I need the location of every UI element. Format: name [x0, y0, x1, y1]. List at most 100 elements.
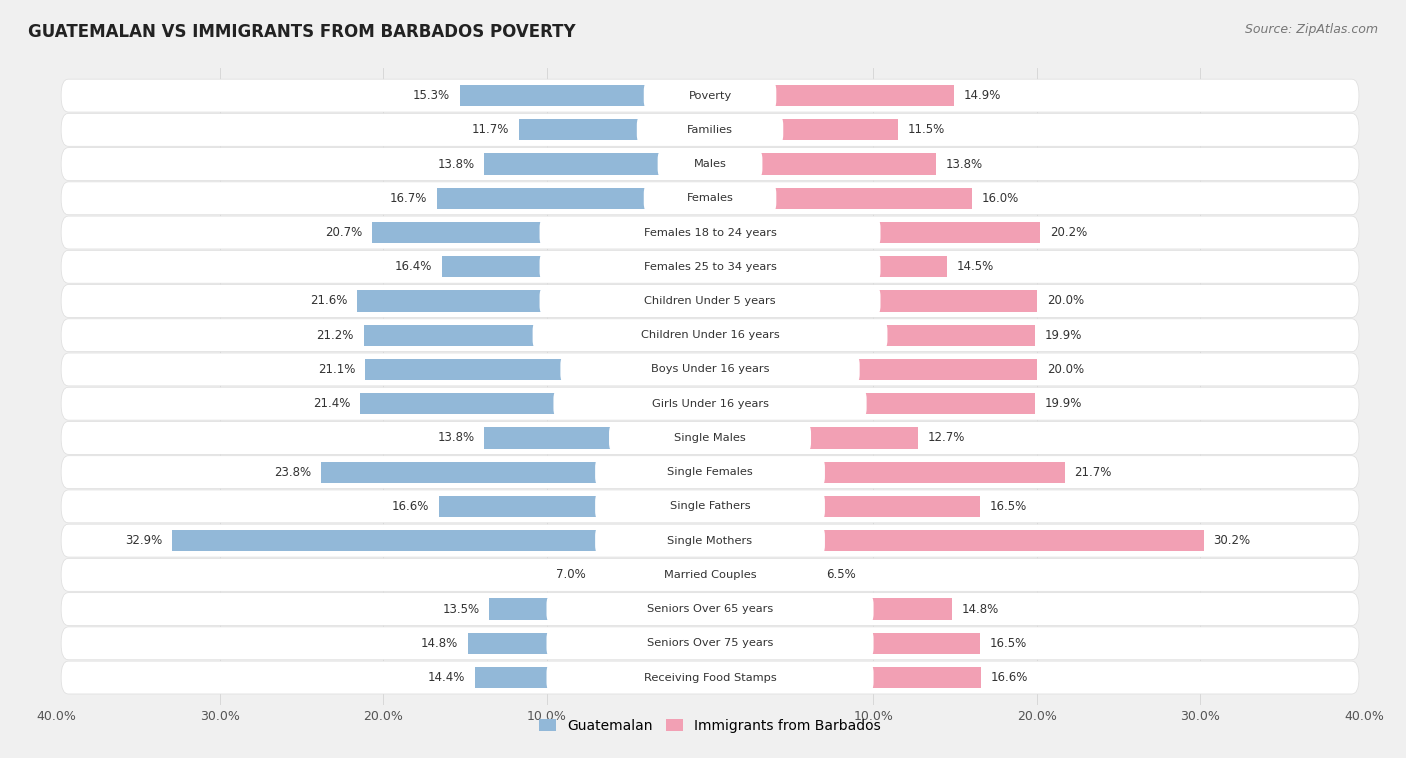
Text: 21.2%: 21.2%	[316, 329, 354, 342]
Text: Source: ZipAtlas.com: Source: ZipAtlas.com	[1244, 23, 1378, 36]
FancyBboxPatch shape	[595, 493, 825, 520]
FancyBboxPatch shape	[60, 353, 1360, 386]
Text: 21.1%: 21.1%	[318, 363, 356, 376]
Bar	[710, 359, 1038, 380]
Text: 14.4%: 14.4%	[427, 671, 465, 684]
Bar	[596, 564, 710, 585]
FancyBboxPatch shape	[637, 117, 783, 143]
Bar	[173, 530, 710, 551]
FancyBboxPatch shape	[644, 185, 776, 211]
Text: Children Under 16 years: Children Under 16 years	[641, 330, 779, 340]
Text: 19.9%: 19.9%	[1045, 329, 1083, 342]
Bar	[321, 462, 710, 483]
Bar	[519, 119, 710, 140]
FancyBboxPatch shape	[588, 562, 832, 588]
Text: Children Under 5 years: Children Under 5 years	[644, 296, 776, 306]
FancyBboxPatch shape	[60, 284, 1360, 318]
Bar	[710, 633, 980, 654]
Text: 21.4%: 21.4%	[314, 397, 350, 410]
Text: Married Couples: Married Couples	[664, 570, 756, 580]
Bar	[710, 530, 1204, 551]
Text: 16.7%: 16.7%	[389, 192, 427, 205]
Text: 20.2%: 20.2%	[1050, 226, 1087, 239]
Text: 20.7%: 20.7%	[325, 226, 361, 239]
FancyBboxPatch shape	[60, 627, 1360, 659]
Bar	[468, 633, 710, 654]
Text: 13.8%: 13.8%	[437, 158, 475, 171]
Bar	[366, 359, 710, 380]
Bar	[485, 153, 710, 174]
Text: Boys Under 16 years: Boys Under 16 years	[651, 365, 769, 374]
Bar	[710, 85, 953, 106]
Text: 16.5%: 16.5%	[990, 500, 1026, 513]
FancyBboxPatch shape	[547, 596, 873, 622]
Bar	[710, 256, 948, 277]
Text: 16.6%: 16.6%	[391, 500, 429, 513]
Bar	[475, 667, 710, 688]
FancyBboxPatch shape	[60, 114, 1360, 146]
Text: 21.7%: 21.7%	[1074, 465, 1112, 478]
Bar	[485, 428, 710, 449]
Text: Seniors Over 65 years: Seniors Over 65 years	[647, 604, 773, 614]
Text: 6.5%: 6.5%	[827, 568, 856, 581]
FancyBboxPatch shape	[60, 182, 1360, 215]
Text: 15.3%: 15.3%	[413, 89, 450, 102]
Text: 20.0%: 20.0%	[1046, 363, 1084, 376]
Bar	[710, 564, 817, 585]
Bar	[460, 85, 710, 106]
Text: 21.6%: 21.6%	[309, 295, 347, 308]
Text: 20.0%: 20.0%	[1046, 295, 1084, 308]
Text: Receiving Food Stamps: Receiving Food Stamps	[644, 672, 776, 682]
Text: Females 18 to 24 years: Females 18 to 24 years	[644, 227, 776, 237]
Bar	[437, 188, 710, 209]
Bar	[710, 188, 972, 209]
Bar	[441, 256, 710, 277]
FancyBboxPatch shape	[540, 253, 880, 280]
Text: Males: Males	[693, 159, 727, 169]
Text: 13.8%: 13.8%	[437, 431, 475, 444]
Text: Females: Females	[686, 193, 734, 203]
Text: Single Mothers: Single Mothers	[668, 536, 752, 546]
Text: Single Fathers: Single Fathers	[669, 501, 751, 512]
Bar	[360, 393, 710, 415]
Text: Poverty: Poverty	[689, 91, 731, 101]
Text: Families: Families	[688, 125, 733, 135]
FancyBboxPatch shape	[60, 490, 1360, 523]
Bar	[710, 393, 1035, 415]
Bar	[710, 119, 898, 140]
Text: 16.6%: 16.6%	[991, 671, 1029, 684]
Text: 23.8%: 23.8%	[274, 465, 311, 478]
Text: Females 25 to 34 years: Females 25 to 34 years	[644, 262, 776, 272]
Bar	[364, 324, 710, 346]
Bar	[357, 290, 710, 312]
FancyBboxPatch shape	[60, 421, 1360, 454]
Text: 32.9%: 32.9%	[125, 534, 163, 547]
Text: Girls Under 16 years: Girls Under 16 years	[651, 399, 769, 409]
FancyBboxPatch shape	[547, 630, 873, 656]
Bar	[710, 496, 980, 517]
FancyBboxPatch shape	[609, 424, 811, 451]
FancyBboxPatch shape	[60, 593, 1360, 625]
FancyBboxPatch shape	[561, 356, 859, 383]
Bar	[710, 599, 952, 620]
Text: 13.8%: 13.8%	[945, 158, 983, 171]
Bar	[371, 222, 710, 243]
Bar	[710, 222, 1040, 243]
Bar	[710, 667, 981, 688]
Text: 30.2%: 30.2%	[1213, 534, 1250, 547]
Text: 12.7%: 12.7%	[928, 431, 965, 444]
Text: 14.8%: 14.8%	[962, 603, 1000, 615]
Bar	[710, 290, 1038, 312]
FancyBboxPatch shape	[60, 148, 1360, 180]
FancyBboxPatch shape	[540, 287, 880, 315]
Bar	[710, 153, 935, 174]
FancyBboxPatch shape	[60, 525, 1360, 557]
Text: Seniors Over 75 years: Seniors Over 75 years	[647, 638, 773, 648]
Text: 19.9%: 19.9%	[1045, 397, 1083, 410]
Text: 14.9%: 14.9%	[963, 89, 1001, 102]
FancyBboxPatch shape	[60, 387, 1360, 420]
FancyBboxPatch shape	[60, 661, 1360, 694]
Legend: Guatemalan, Immigrants from Barbados: Guatemalan, Immigrants from Barbados	[538, 719, 882, 733]
FancyBboxPatch shape	[533, 322, 887, 349]
Text: 14.5%: 14.5%	[957, 260, 994, 274]
